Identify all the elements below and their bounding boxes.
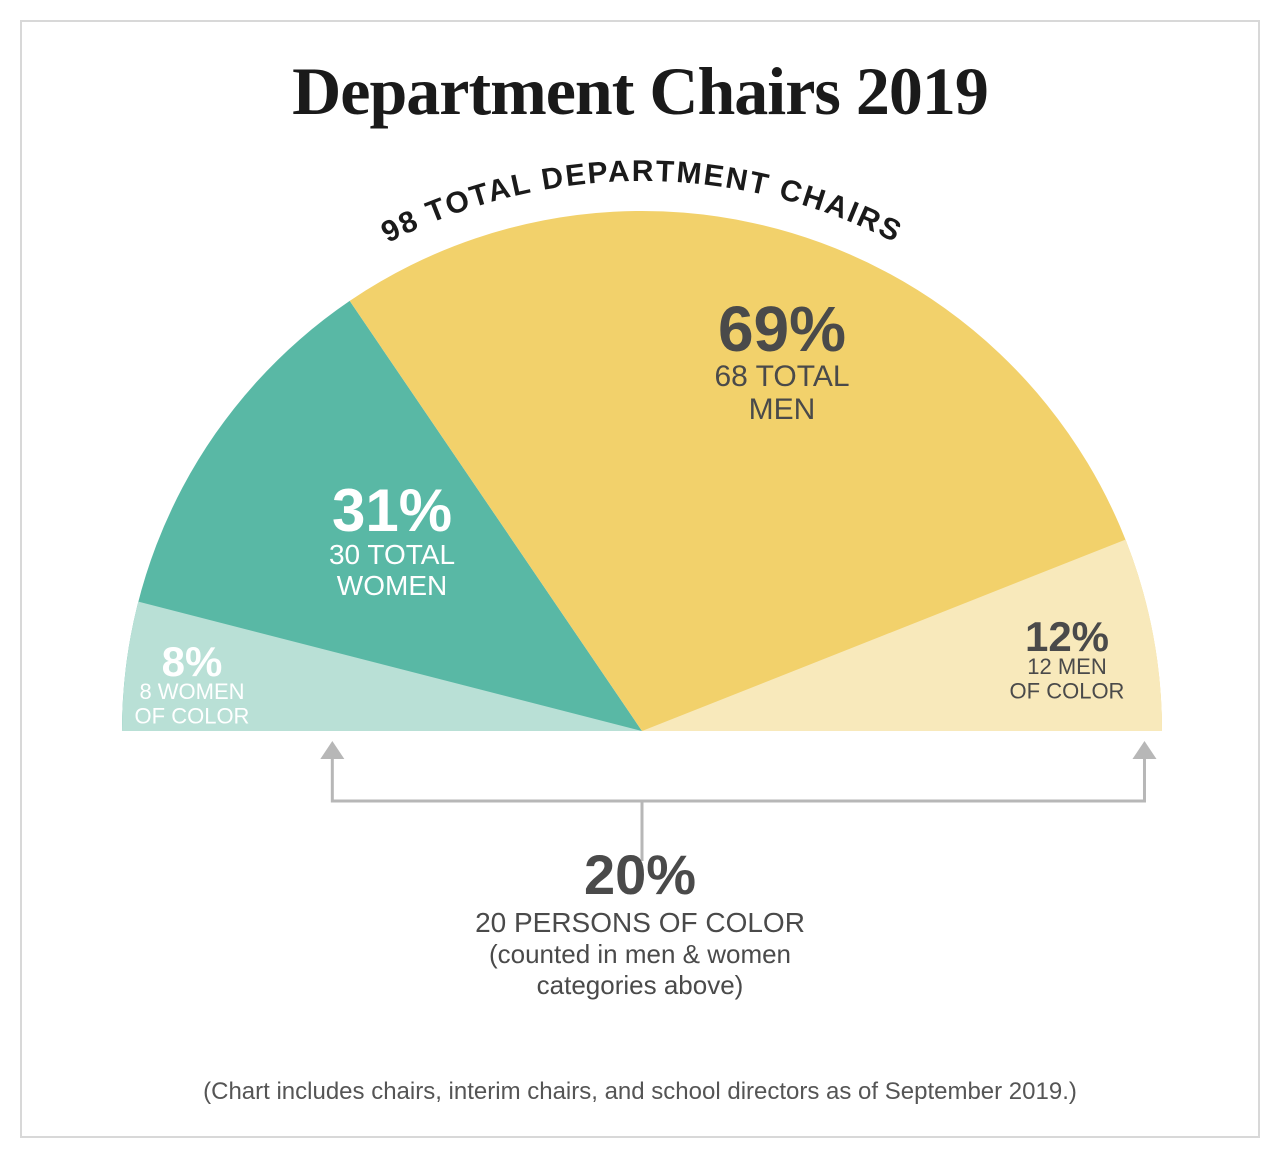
poc-line2: (counted in men & women bbox=[475, 939, 805, 970]
page-title: Department Chairs 2019 bbox=[62, 52, 1218, 131]
label-men-total-pct: 69% bbox=[718, 293, 846, 365]
semicircle-chart: 8%8 WOMENOF COLOR31%30 TOTALWOMEN69%68 T… bbox=[62, 151, 1218, 871]
chart-frame: Department Chairs 2019 8%8 WOMENOF COLOR… bbox=[20, 20, 1260, 1138]
label-women-of-color-pct: 8% bbox=[162, 638, 223, 685]
poc-line3: categories above) bbox=[475, 970, 805, 1001]
label-women-of-color-sub2: OF COLOR bbox=[135, 703, 250, 728]
poc-percent: 20% bbox=[475, 842, 805, 907]
label-men-of-color-sub1: 12 MEN bbox=[1027, 654, 1106, 679]
footnote: (Chart includes chairs, interim chairs, … bbox=[22, 1078, 1258, 1106]
connector-arrow-icon bbox=[320, 741, 344, 759]
label-women-total-pct: 31% bbox=[332, 477, 452, 544]
label-women-of-color-sub1: 8 WOMEN bbox=[139, 679, 244, 704]
label-women-total-sub1: 30 TOTAL bbox=[329, 539, 455, 570]
persons-of-color-summary: 20% 20 PERSONS OF COLOR (counted in men … bbox=[475, 842, 805, 1001]
label-men-total-sub2: MEN bbox=[749, 393, 816, 426]
label-men-of-color-pct: 12% bbox=[1025, 613, 1109, 660]
poc-line1: 20 PERSONS OF COLOR bbox=[475, 907, 805, 939]
label-men-of-color-sub2: OF COLOR bbox=[1010, 678, 1125, 703]
label-men-total-sub1: 68 TOTAL bbox=[714, 360, 849, 393]
chart-svg: 8%8 WOMENOF COLOR31%30 TOTALWOMEN69%68 T… bbox=[62, 151, 1222, 871]
connector-arrow-icon bbox=[1132, 741, 1156, 759]
label-women-total-sub2: WOMEN bbox=[337, 570, 447, 601]
